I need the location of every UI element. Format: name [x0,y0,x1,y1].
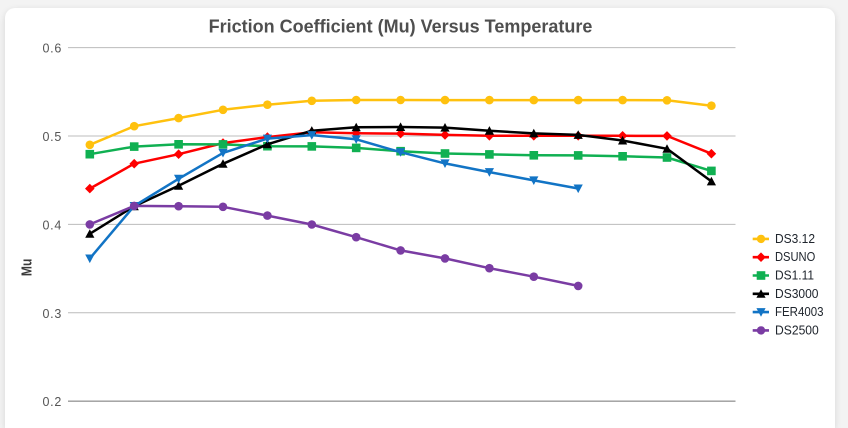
svg-text:DS3000: DS3000 [775,287,819,301]
svg-text:DS2500: DS2500 [775,323,819,337]
svg-text:Friction Coefficient (Mu) Vers: Friction Coefficient (Mu) Versus Tempera… [209,17,593,37]
svg-text:0.4: 0.4 [43,218,62,232]
svg-text:0.6: 0.6 [43,42,62,56]
svg-text:Mu: Mu [19,259,36,277]
svg-text:0.5: 0.5 [43,130,62,144]
svg-text:0.2: 0.2 [43,395,62,409]
svg-text:DSUNO: DSUNO [775,250,816,264]
svg-text:0.3: 0.3 [43,307,62,321]
svg-text:DS1.11: DS1.11 [775,269,814,283]
svg-text:DS3.12: DS3.12 [775,232,815,246]
svg-text:FER4003: FER4003 [775,305,824,319]
